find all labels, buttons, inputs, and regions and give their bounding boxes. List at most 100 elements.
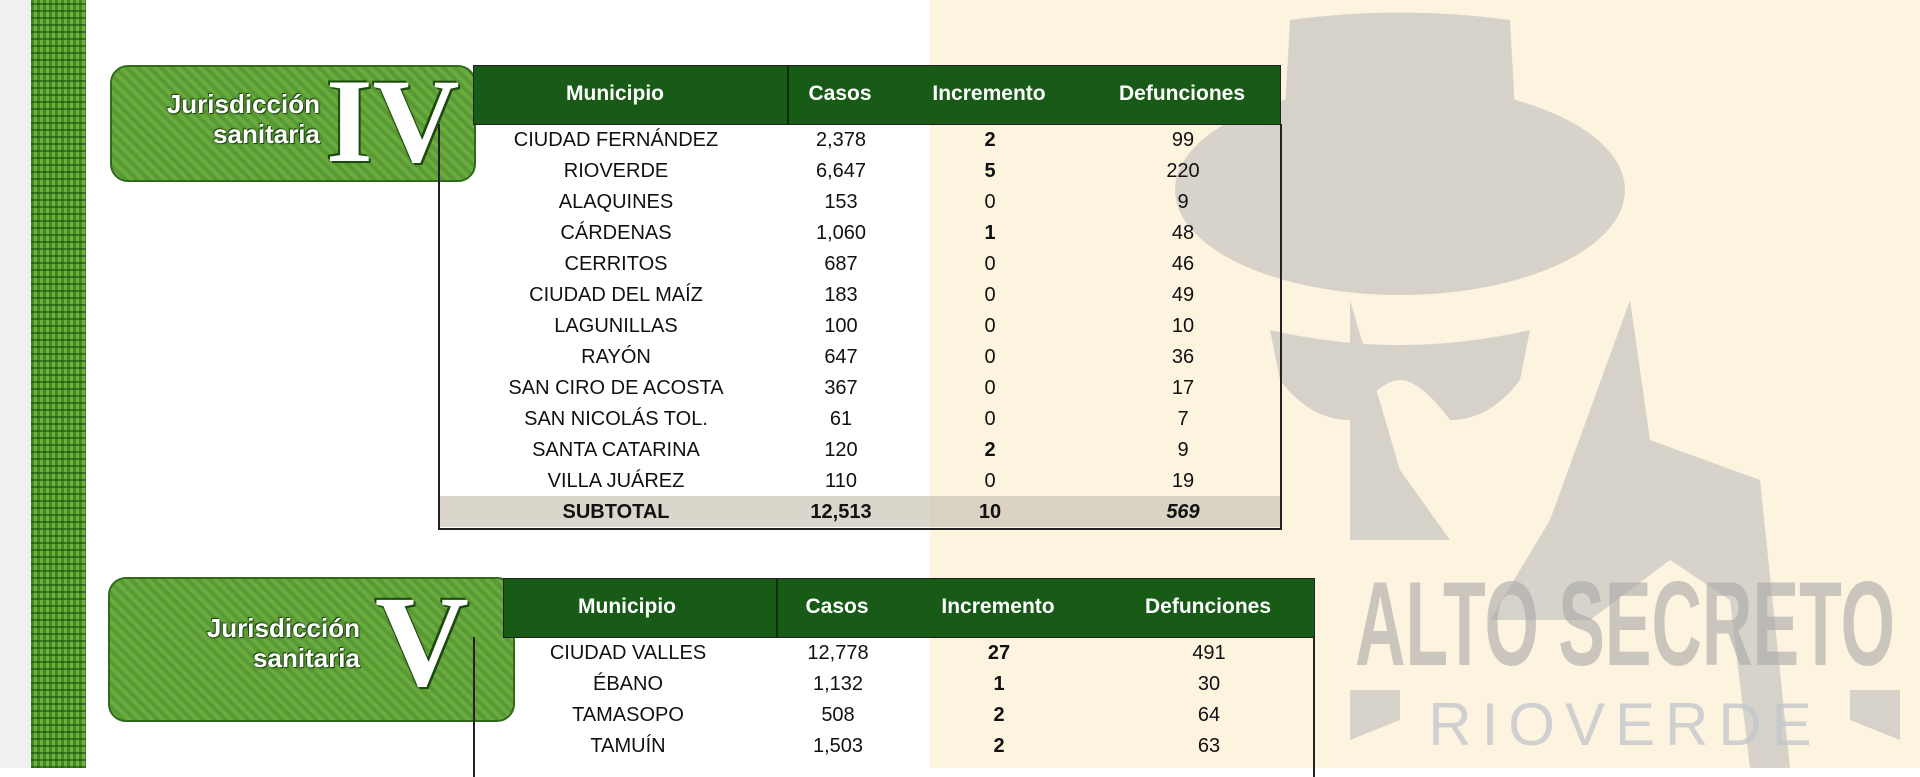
col-defunciones: Defunciones (1118, 82, 1246, 105)
defunciones-cell: 36 (1171, 346, 1195, 368)
table-v-body: CIUDAD VALLES 12,778 27 491 ÉBANO 1,132 1 30 TAM… (473, 637, 1315, 777)
municipio-cell: CÁRDENAS (560, 222, 672, 244)
table-row: LAGUNILLAS 100 0 10 (440, 310, 1280, 341)
table-row: ÉBANO 1,132 1 30 (475, 668, 1313, 699)
table-row: RAYÓN 647 0 36 (440, 341, 1280, 372)
col-incremento: Incremento (941, 595, 1055, 618)
badge-label-line1: Jurisdicción (206, 613, 360, 643)
casos-cell: 100 (824, 315, 858, 337)
municipio-cell: SAN NICOLÁS TOL. (524, 408, 708, 430)
defunciones-cell: 99 (1171, 129, 1195, 151)
incremento-cell: 2 (993, 704, 1005, 726)
badge-numeral: IV (326, 65, 460, 182)
table-row: CIUDAD FERNÁNDEZ 2,378 2 99 (440, 124, 1280, 155)
col-incremento: Incremento (932, 82, 1046, 105)
defunciones-cell: 17 (1171, 377, 1195, 399)
incremento-cell: 2 (984, 439, 996, 461)
municipio-cell: ÉBANO (592, 673, 664, 695)
defunciones-cell: 10 (1171, 315, 1195, 337)
col-municipio: Municipio (566, 82, 664, 105)
casos-cell: 153 (824, 191, 858, 213)
table-row: SAN CIRO DE ACOSTA 367 0 17 (440, 372, 1280, 403)
incremento-cell: 27 (987, 642, 1011, 664)
table-row: VILLA JUÁREZ 110 0 19 (440, 465, 1280, 496)
casos-cell: 110 (825, 470, 857, 492)
table-iv-body: CIUDAD FERNÁNDEZ 2,378 2 99 RIOVERDE 6,647 5 22… (438, 124, 1282, 530)
subtotal-row: SUBTOTAL 12,513 10 569 (440, 496, 1280, 527)
casos-cell: 12,778 (807, 642, 869, 664)
defunciones-cell: 220 (1166, 160, 1200, 182)
casos-cell: 6,647 (815, 160, 867, 182)
defunciones-cell: 46 (1171, 253, 1195, 275)
casos-cell: 120 (824, 439, 858, 461)
casos-cell: 687 (824, 253, 858, 275)
municipio-cell: RIOVERDE (563, 160, 669, 182)
municipio-cell: LAGUNILLAS (554, 315, 678, 337)
incremento-cell: 1 (993, 673, 1005, 695)
municipio-cell: ALAQUINES (558, 191, 674, 213)
casos-cell: 183 (824, 284, 858, 306)
incremento-cell: 0 (984, 191, 996, 213)
col-defunciones: Defunciones (1144, 595, 1272, 618)
municipio-cell: TAMUÍN (590, 735, 666, 757)
casos-cell: 647 (824, 346, 858, 368)
badge-label-line2: sanitaria (213, 119, 320, 149)
defunciones-cell: 569 (1166, 501, 1200, 523)
incremento-cell: 5 (984, 160, 996, 182)
municipio-cell: CIUDAD DEL MAÍZ (529, 284, 703, 306)
defunciones-cell: 9 (1177, 191, 1189, 213)
municipio-cell: SANTA CATARINA (532, 439, 700, 461)
defunciones-cell: 63 (1197, 735, 1221, 757)
municipio-cell: SAN CIRO DE ACOSTA (508, 377, 724, 399)
defunciones-cell: 9 (1177, 439, 1189, 461)
municipio-cell: CIUDAD FERNÁNDEZ (513, 129, 719, 151)
casos-cell: 1,503 (812, 735, 864, 757)
defunciones-cell: 49 (1171, 284, 1195, 306)
defunciones-cell: 64 (1197, 704, 1221, 726)
jurisdiccion-iv-badge: Jurisdicción sanitaria IV (110, 65, 476, 182)
casos-cell: 367 (824, 377, 858, 399)
badge-numeral: V (375, 577, 469, 714)
jurisdiccion-v-badge: Jurisdicción sanitaria V (108, 577, 515, 722)
table-row: SAN NICOLÁS TOL. 61 0 7 (440, 403, 1280, 434)
col-municipio: Municipio (578, 595, 676, 618)
table-row: SANTA CATARINA 120 2 9 (440, 434, 1280, 465)
table-iv-header: Municipio Casos Incremento Defunciones (473, 65, 1281, 125)
table-row: CIUDAD VALLES 12,778 27 491 (475, 637, 1313, 668)
incremento-cell: 0 (984, 284, 996, 306)
incremento-cell: 1 (984, 222, 996, 244)
table-row: TAMASOPO 508 2 64 (475, 699, 1313, 730)
table-row: CÁRDENAS 1,060 1 48 (440, 217, 1280, 248)
casos-cell: 12,513 (810, 501, 872, 523)
table-row: TAMUÍN 1,503 2 63 (475, 730, 1313, 761)
table-v-header: Municipio Casos Incremento Defunciones (503, 578, 1315, 638)
municipio-cell: CERRITOS (564, 253, 668, 275)
casos-cell: 508 (821, 704, 855, 726)
casos-cell: 2,378 (815, 129, 867, 151)
col-casos: Casos (808, 82, 872, 105)
badge-label-line2: sanitaria (253, 643, 360, 673)
decorative-border (31, 0, 86, 768)
incremento-cell: 2 (984, 129, 996, 151)
defunciones-cell: 19 (1171, 470, 1195, 492)
table-row: CERRITOS 687 0 46 (440, 248, 1280, 279)
casos-cell: 1,060 (815, 222, 867, 244)
casos-cell: 61 (829, 408, 853, 430)
municipio-cell: CIUDAD VALLES (549, 642, 707, 664)
defunciones-cell: 491 (1192, 642, 1226, 664)
municipio-cell: SUBTOTAL (562, 501, 670, 523)
incremento-cell: 0 (984, 470, 996, 492)
incremento-cell: 0 (984, 253, 996, 275)
municipio-cell: VILLA JUÁREZ (547, 470, 685, 492)
table-row: CIUDAD DEL MAÍZ 183 0 49 (440, 279, 1280, 310)
incremento-cell: 0 (984, 408, 996, 430)
incremento-cell: 2 (993, 735, 1005, 757)
defunciones-cell: 48 (1171, 222, 1195, 244)
casos-cell: 1,132 (812, 673, 864, 695)
incremento-cell: 10 (978, 501, 1002, 523)
left-gutter (0, 0, 31, 768)
col-casos: Casos (805, 595, 869, 618)
defunciones-cell: 30 (1197, 673, 1221, 695)
municipio-cell: RAYÓN (581, 346, 651, 368)
municipio-cell: TAMASOPO (572, 704, 684, 726)
